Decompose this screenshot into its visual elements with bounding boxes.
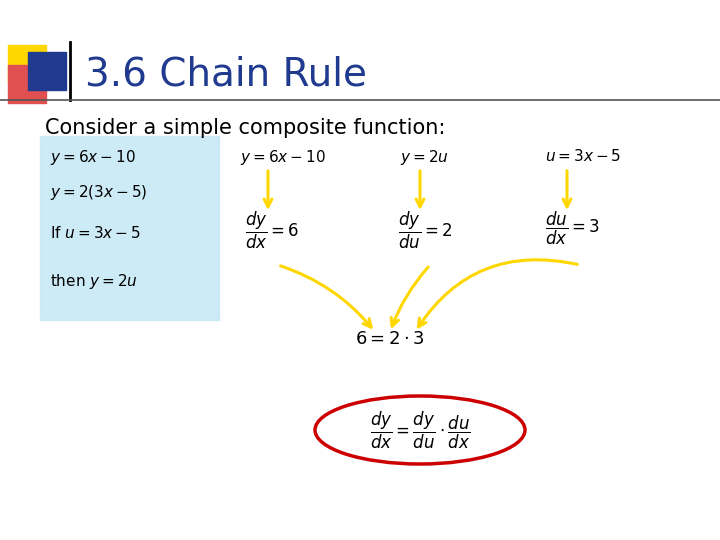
Text: $\dfrac{dy}{dx} = 6$: $\dfrac{dy}{dx} = 6$ [245,210,300,251]
Text: $y = 6x - 10$: $y = 6x - 10$ [240,148,326,167]
Text: 3.6 Chain Rule: 3.6 Chain Rule [85,56,367,94]
Ellipse shape [315,396,525,464]
Text: $y = 2u$: $y = 2u$ [400,148,449,167]
Text: $\dfrac{dy}{du} = 2$: $\dfrac{dy}{du} = 2$ [398,210,453,251]
Bar [8,45,46,83]
Text: $y = 6x - 10$: $y = 6x - 10$ [50,148,136,167]
Text: $6 = 2 \cdot 3$: $6 = 2 \cdot 3$ [355,330,425,348]
Text: $y = 2(3x - 5)$: $y = 2(3x - 5)$ [50,183,148,202]
Text: then $y = 2u$: then $y = 2u$ [50,272,138,291]
FancyBboxPatch shape [40,136,219,320]
Text: Consider a simple composite function:: Consider a simple composite function: [45,118,446,138]
Text: $\dfrac{dy}{dx} = \dfrac{dy}{du} \cdot \dfrac{du}{dx}$: $\dfrac{dy}{dx} = \dfrac{dy}{du} \cdot \… [369,409,470,450]
Text: $\dfrac{du}{dx} = 3$: $\dfrac{du}{dx} = 3$ [545,210,600,247]
Text: $u = 3x - 5$: $u = 3x - 5$ [545,148,621,164]
Bar [8,65,46,103]
Text: If $u = 3x - 5$: If $u = 3x - 5$ [50,225,141,241]
Bar [28,52,66,90]
